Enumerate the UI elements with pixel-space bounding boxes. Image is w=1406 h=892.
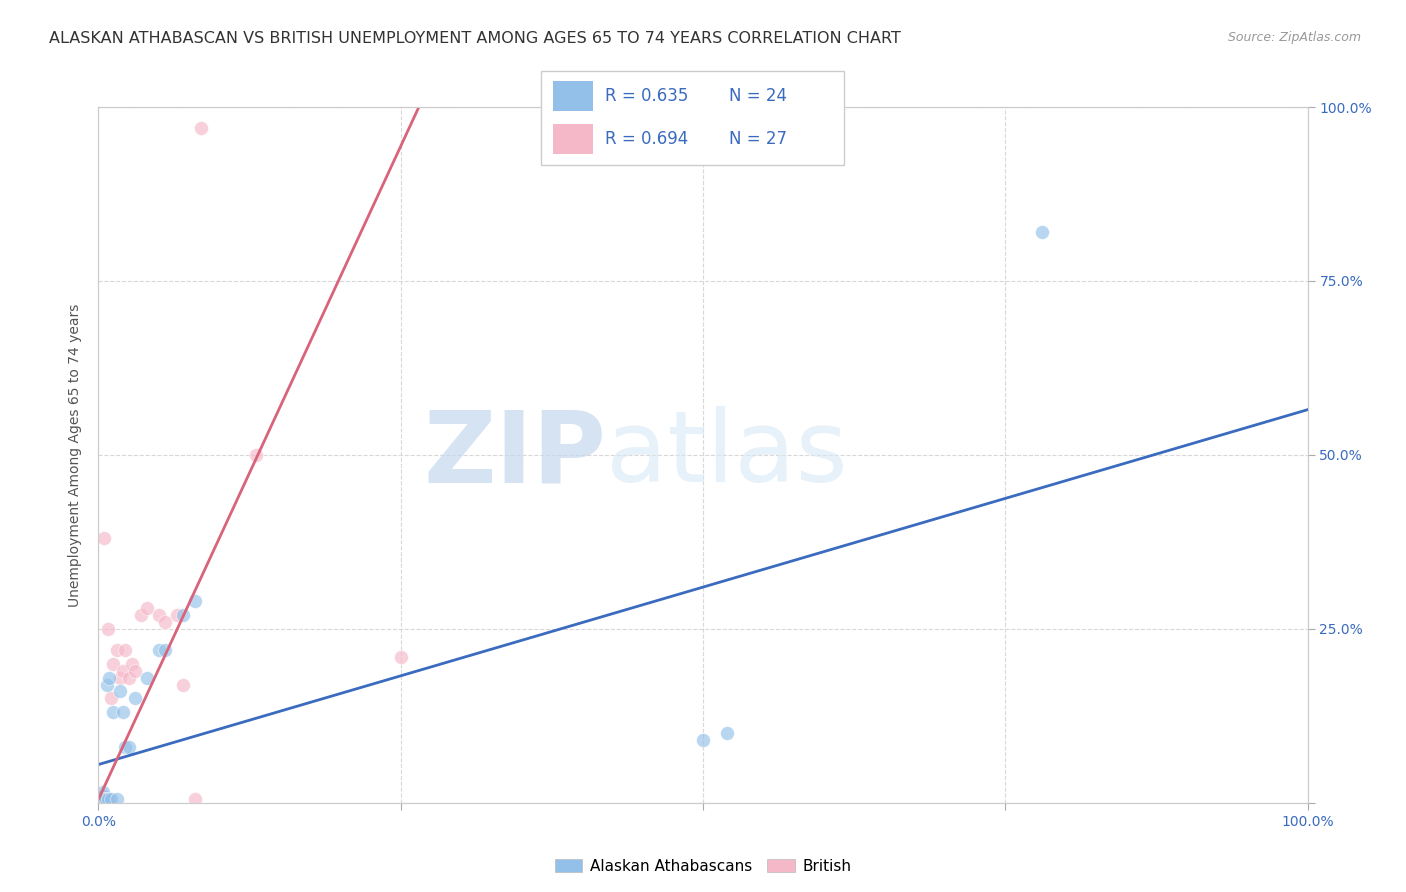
- Point: [91, 785, 114, 799]
- Bar: [554, 124, 593, 153]
- Point: [96, 792, 118, 806]
- Y-axis label: Unemployment Among Ages 65 to 74 years: Unemployment Among Ages 65 to 74 years: [69, 303, 83, 607]
- Point: [166, 607, 188, 622]
- Point: [98, 671, 121, 685]
- Point: [105, 792, 128, 806]
- Point: [91, 789, 114, 803]
- Point: [148, 642, 170, 657]
- Point: [114, 740, 136, 755]
- Text: N = 24: N = 24: [728, 87, 787, 104]
- Point: [108, 671, 131, 685]
- Point: [114, 642, 136, 657]
- Point: [91, 789, 114, 803]
- Point: [153, 642, 176, 657]
- Point: [111, 706, 134, 720]
- Point: [135, 601, 157, 615]
- Text: ZIP: ZIP: [423, 407, 606, 503]
- Point: [105, 642, 128, 657]
- Point: [97, 622, 120, 636]
- Point: [389, 649, 412, 664]
- Text: atlas: atlas: [606, 407, 848, 503]
- Point: [98, 792, 121, 806]
- Text: ALASKAN ATHABASCAN VS BRITISH UNEMPLOYMENT AMONG AGES 65 TO 74 YEARS CORRELATION: ALASKAN ATHABASCAN VS BRITISH UNEMPLOYME…: [49, 31, 901, 46]
- Point: [118, 740, 141, 755]
- Point: [153, 615, 176, 629]
- Point: [184, 594, 207, 608]
- Point: [108, 684, 131, 698]
- Point: [93, 792, 115, 806]
- Legend: Alaskan Athabascans, British: Alaskan Athabascans, British: [548, 853, 858, 880]
- Point: [91, 792, 114, 806]
- Text: Source: ZipAtlas.com: Source: ZipAtlas.com: [1227, 31, 1361, 45]
- Point: [121, 657, 143, 671]
- Point: [94, 792, 117, 806]
- Point: [1031, 225, 1053, 239]
- Point: [118, 671, 141, 685]
- Point: [94, 792, 117, 806]
- Point: [100, 792, 122, 806]
- Point: [101, 657, 124, 671]
- Point: [245, 448, 267, 462]
- Point: [716, 726, 738, 740]
- Point: [93, 792, 115, 806]
- Point: [135, 671, 157, 685]
- Point: [190, 120, 212, 135]
- Point: [93, 532, 115, 546]
- Point: [91, 792, 114, 806]
- Bar: [554, 81, 593, 111]
- Point: [101, 706, 124, 720]
- Point: [97, 792, 120, 806]
- Text: R = 0.694: R = 0.694: [605, 130, 688, 148]
- Point: [96, 677, 118, 691]
- Point: [124, 691, 146, 706]
- Text: R = 0.635: R = 0.635: [605, 87, 688, 104]
- Point: [184, 792, 207, 806]
- Point: [100, 691, 122, 706]
- Point: [124, 664, 146, 678]
- Point: [172, 677, 194, 691]
- Point: [129, 607, 152, 622]
- Text: N = 27: N = 27: [728, 130, 787, 148]
- Point: [148, 607, 170, 622]
- Point: [172, 607, 194, 622]
- Point: [692, 733, 714, 747]
- Point: [111, 664, 134, 678]
